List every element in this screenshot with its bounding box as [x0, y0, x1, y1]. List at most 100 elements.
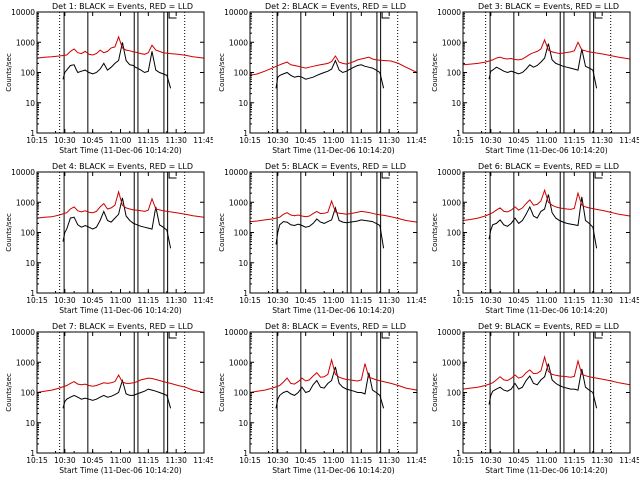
x-tick-label: 11:00 — [536, 456, 558, 465]
series-line-events — [488, 194, 598, 249]
y-tick-label: 10000 — [437, 328, 461, 337]
y-axis-label: Counts/sec — [218, 213, 226, 252]
x-axis-label: Start Time (11-Dec-06 10:14:20) — [272, 466, 394, 475]
series-line-lld — [462, 354, 631, 390]
detector-plot: 10:15 10:30 10:45 11:00 11:15 11:30 11:45 1 10 10… — [218, 322, 428, 475]
panel-title: Det 7: BLACK = Events, RED = LLD — [52, 322, 193, 331]
x-axis-label: Start Time (11-Dec-06 10:14:20) — [272, 146, 394, 155]
y-tick-label: 10 — [238, 419, 248, 428]
panel-title: Det 5: BLACK = Events, RED = LLD — [265, 162, 406, 171]
y-tick-label: 10000 — [11, 8, 35, 17]
plot-frame — [249, 171, 418, 294]
y-tick-label: 10 — [25, 99, 35, 108]
series-line-events — [275, 206, 385, 249]
x-tick-label: 11:00 — [110, 136, 132, 145]
series-line-lld — [36, 35, 205, 59]
y-axis-label: Counts/sec — [431, 53, 439, 92]
x-tick-label: 11:15 — [351, 136, 373, 145]
x-axis-label: Start Time (11-Dec-06 10:14:20) — [272, 306, 394, 315]
series-line-events — [488, 363, 598, 409]
x-tick-label: 11:00 — [110, 456, 132, 465]
x-tick-label: 10:45 — [295, 456, 317, 465]
panel-title: Det 1: BLACK = Events, RED = LLD — [52, 2, 193, 11]
y-tick-label: 10 — [238, 259, 248, 268]
y-tick-label: 1 — [456, 449, 461, 458]
x-tick-label: 11:15 — [138, 136, 160, 145]
plot-frame — [462, 171, 631, 294]
y-tick-label: 1 — [243, 449, 248, 458]
x-tick-label: 11:30 — [591, 456, 613, 465]
detector-panel: 10:15 10:30 10:45 11:00 11:15 11:30 11:45 1 10 10… — [213, 320, 428, 480]
series-line-lld — [36, 373, 205, 393]
y-tick-label: 10000 — [224, 8, 248, 17]
y-tick-label: 100 — [21, 389, 36, 398]
x-tick-label: 11:45 — [406, 136, 426, 145]
x-tick-label: 11:45 — [619, 456, 639, 465]
x-tick-label: 10:30 — [480, 136, 502, 145]
detector-plot: 10:15 10:30 10:45 11:00 11:15 11:30 11:45 1 10 10… — [218, 2, 428, 155]
x-tick-label: 10:30 — [54, 136, 76, 145]
x-tick-label: 11:00 — [323, 136, 345, 145]
detector-plot: 10:15 10:30 10:45 11:00 11:15 11:30 11:45 1 10 10… — [5, 162, 215, 315]
x-axis-label: Start Time (11-Dec-06 10:14:20) — [485, 306, 607, 315]
x-tick-label: 11:30 — [165, 136, 187, 145]
x-tick-label: 11:45 — [619, 296, 639, 305]
x-tick-label: 11:30 — [378, 136, 400, 145]
x-tick-label: 11:30 — [165, 456, 187, 465]
x-tick-label: 11:15 — [564, 136, 586, 145]
bracket-mark — [594, 172, 603, 179]
x-tick-label: 11:00 — [323, 456, 345, 465]
detector-plot: 10:15 10:30 10:45 11:00 11:15 11:30 11:45 1 10 10… — [431, 2, 640, 155]
series-line-lld — [36, 190, 205, 219]
detector-panel: 10:15 10:30 10:45 11:00 11:15 11:30 11:45 1 10 10… — [0, 160, 215, 320]
x-tick-label: 10:15 — [452, 456, 474, 465]
y-tick-label: 1000 — [442, 38, 461, 47]
y-tick-label: 10 — [25, 419, 35, 428]
x-tick-label: 11:45 — [193, 296, 213, 305]
x-tick-label: 11:00 — [110, 296, 132, 305]
x-tick-label: 11:15 — [351, 296, 373, 305]
y-tick-label: 1 — [456, 289, 461, 298]
y-tick-label: 1000 — [442, 198, 461, 207]
x-tick-label: 10:15 — [239, 456, 261, 465]
x-tick-label: 10:15 — [26, 136, 48, 145]
y-tick-label: 1000 — [229, 38, 248, 47]
y-tick-label: 1000 — [16, 358, 35, 367]
series-line-events — [62, 378, 172, 409]
series-line-lld — [249, 357, 418, 393]
x-tick-label: 10:45 — [82, 136, 104, 145]
plot-frame — [249, 11, 418, 134]
detector-plot: 10:15 10:30 10:45 11:00 11:15 11:30 11:45 1 10 10… — [431, 322, 640, 475]
y-tick-label: 10 — [25, 259, 35, 268]
detector-plot: 10:15 10:30 10:45 11:00 11:15 11:30 11:45 1 10 10… — [218, 162, 428, 315]
detector-panel: 10:15 10:30 10:45 11:00 11:15 11:30 11:45 1 10 10… — [213, 160, 428, 320]
x-tick-label: 10:45 — [82, 296, 104, 305]
y-tick-label: 100 — [21, 69, 36, 78]
y-tick-label: 10000 — [437, 8, 461, 17]
x-tick-label: 11:00 — [323, 296, 345, 305]
detector-panel: 10:15 10:30 10:45 11:00 11:15 11:30 11:45 1 10 10… — [0, 320, 215, 480]
x-tick-label: 11:15 — [564, 296, 586, 305]
series-line-lld — [249, 199, 418, 223]
x-tick-label: 10:15 — [26, 456, 48, 465]
y-tick-label: 1 — [456, 129, 461, 138]
x-tick-label: 10:45 — [508, 136, 530, 145]
y-tick-label: 10 — [238, 99, 248, 108]
y-tick-label: 1 — [243, 129, 248, 138]
y-tick-label: 100 — [234, 69, 249, 78]
series-line-events — [62, 42, 172, 89]
y-tick-label: 10000 — [224, 168, 248, 177]
x-axis-label: Start Time (11-Dec-06 10:14:20) — [485, 466, 607, 475]
y-tick-label: 1 — [30, 449, 35, 458]
x-tick-label: 10:30 — [54, 296, 76, 305]
y-tick-label: 100 — [447, 69, 462, 78]
y-tick-label: 1000 — [229, 198, 248, 207]
x-tick-label: 11:00 — [536, 296, 558, 305]
y-tick-label: 100 — [234, 229, 249, 238]
y-axis-label: Counts/sec — [5, 213, 13, 252]
y-tick-label: 1 — [30, 289, 35, 298]
y-tick-label: 1000 — [16, 38, 35, 47]
x-tick-label: 10:45 — [82, 456, 104, 465]
panel-title: Det 2: BLACK = Events, RED = LLD — [265, 2, 406, 11]
plot-frame — [462, 11, 631, 134]
